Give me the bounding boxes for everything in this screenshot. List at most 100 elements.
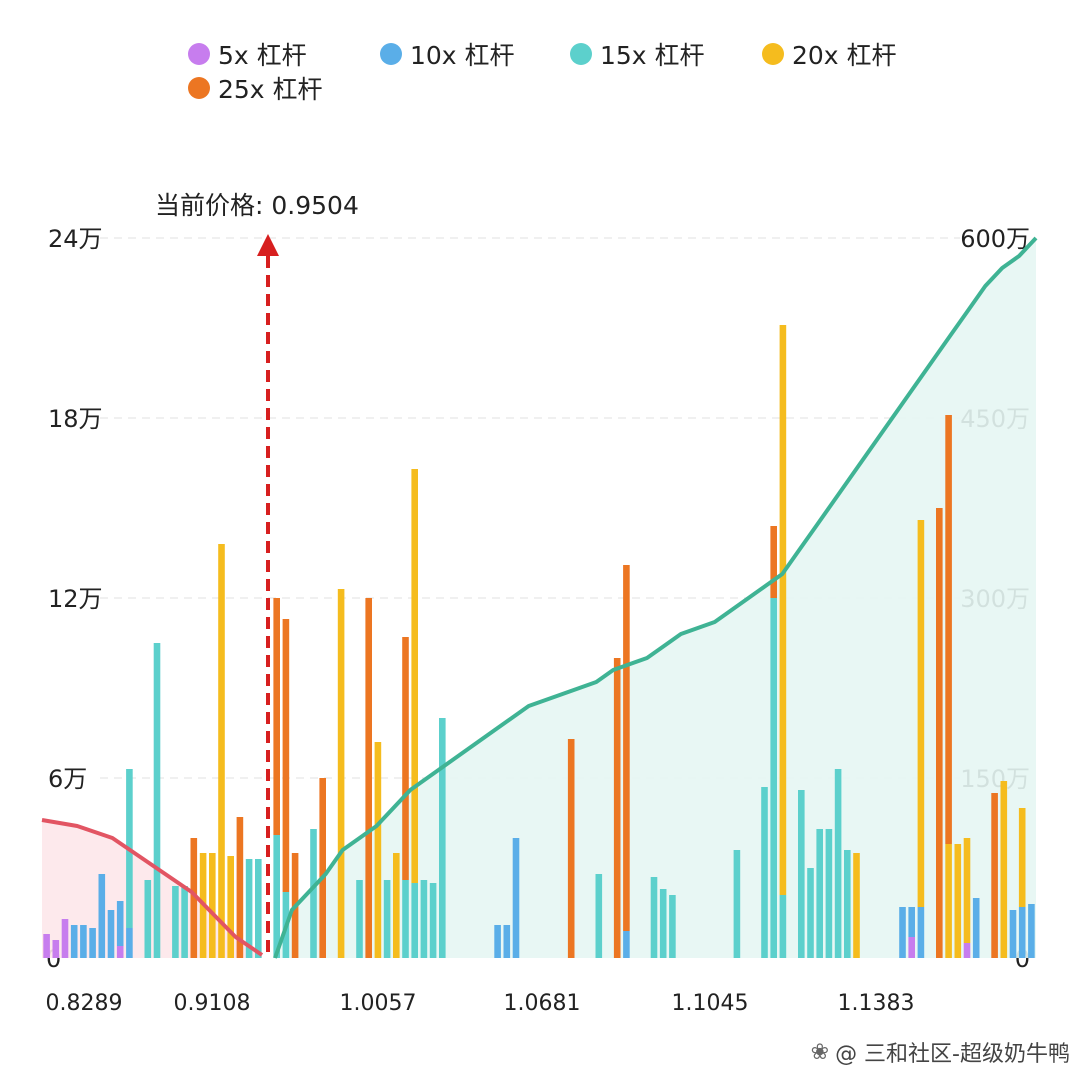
bar-segment [245, 859, 253, 958]
bar-segment [908, 937, 915, 958]
bar-segment [834, 769, 842, 958]
bar-segment [650, 877, 658, 958]
bar-segment [825, 829, 833, 958]
bar-segment [80, 925, 87, 958]
bar-segment [365, 598, 372, 958]
bar-segment [337, 589, 345, 958]
x-axis-tick: 1.0057 [340, 991, 417, 1016]
left-axis-tick: 12万 [48, 585, 103, 613]
bar-segment [227, 856, 234, 958]
bar-segment [899, 907, 906, 958]
bar-segment [190, 838, 198, 958]
bar-segment [623, 931, 630, 958]
bar-segment [356, 880, 363, 958]
left-axis-tick: 18万 [48, 405, 103, 433]
x-axis-tick: 1.0681 [504, 991, 581, 1016]
bar-segment [98, 874, 106, 958]
bar-segment [89, 928, 96, 958]
bar-segment [402, 637, 409, 880]
bar-segment [43, 934, 50, 958]
bar-segment [945, 844, 952, 958]
bar-segment [908, 907, 915, 937]
legend-item-15x[interactable]: 15x 杠杆 [570, 36, 705, 72]
bar-segment [613, 658, 621, 958]
bar-segment [172, 886, 179, 958]
bar-segment [1009, 910, 1017, 958]
bar-segment [126, 928, 133, 958]
bar-segment [1018, 808, 1026, 907]
bar-segment [494, 925, 501, 958]
bar-segment [420, 880, 428, 958]
bar-segment [273, 835, 280, 958]
bar-segment [116, 901, 124, 946]
legend-dot-25x [188, 77, 210, 99]
x-axis-tick: 1.1383 [838, 991, 915, 1016]
bar-segment [853, 853, 860, 958]
x-axis-tick: 0.9108 [174, 991, 251, 1016]
bar-segment [954, 844, 962, 958]
bar-segment [1000, 781, 1008, 958]
bar-segment [779, 895, 787, 958]
bar-segment [255, 859, 262, 958]
bar-segment [917, 520, 925, 907]
bar-segment [770, 598, 777, 958]
bar-segment [733, 850, 741, 958]
bar-segment [116, 946, 124, 958]
bar-segment [963, 838, 971, 943]
long-cumulative-area [275, 238, 1036, 958]
legend-item-5x[interactable]: 5x 杠杆 [188, 36, 307, 72]
legend-item-20x[interactable]: 20x 杠杆 [762, 36, 897, 72]
bar-segment [439, 718, 446, 958]
bar-segment [798, 790, 805, 958]
bar-segment [402, 880, 409, 958]
bar-segment [310, 829, 317, 958]
bar-segment [595, 874, 603, 958]
bar-segment [770, 526, 777, 598]
bar-segment [816, 829, 823, 958]
legend-dot-20x [762, 43, 784, 65]
legend-label-25x: 25x 杠杆 [218, 75, 323, 104]
bar-segment [917, 907, 925, 958]
bar-segment [963, 943, 971, 958]
x-axis-tick: 1.1045 [672, 991, 749, 1016]
legend-item-25x[interactable]: 25x 杠杆 [188, 70, 323, 106]
bar-segment [107, 910, 115, 958]
legend: 5x 杠杆 10x 杠杆 15x 杠杆 20x 杠杆 25x 杠杆 [0, 0, 1080, 110]
bar-segment [282, 619, 290, 892]
bar-segment [972, 898, 980, 958]
bar-segment [153, 643, 161, 958]
bar-segment [936, 508, 943, 958]
bar-segment [567, 739, 575, 958]
bar-segment [61, 919, 69, 958]
legend-item-10x[interactable]: 10x 杠杆 [380, 36, 515, 72]
watermark: ❀ @ 三和社区-超级奶牛鸭 [811, 1036, 1070, 1068]
watermark-text: @ 三和社区-超级奶牛鸭 [835, 1042, 1070, 1067]
bar-segment [945, 415, 952, 844]
bar-segment [991, 793, 998, 958]
left-axis-tick: 6万 [48, 765, 87, 793]
bar-segment [669, 895, 676, 958]
bar-segment [273, 598, 280, 835]
short-cumulative-area [42, 820, 262, 958]
bar-segment [374, 742, 382, 958]
long-cumulative-line [273, 236, 1038, 959]
bar-segment [52, 940, 60, 958]
legend-label-15x: 15x 杠杆 [600, 41, 705, 70]
bar-segment [383, 880, 391, 958]
bar-segment [218, 544, 225, 958]
bar-segment [429, 883, 437, 958]
bar-segment [779, 325, 787, 895]
left-axis-tick: 24万 [48, 225, 103, 253]
bar-segment [844, 850, 851, 958]
bar-segment [236, 817, 244, 958]
bar-segment [181, 886, 188, 958]
bar-segment [512, 838, 520, 958]
current-price-label: 当前价格: 0.9504 [155, 191, 359, 220]
legend-dot-10x [380, 43, 402, 65]
short-cumulative-line [41, 818, 264, 957]
bar-segment [411, 469, 418, 883]
legend-label-20x: 20x 杠杆 [792, 41, 897, 70]
legend-dot-15x [570, 43, 592, 65]
bar-segment [411, 883, 418, 958]
